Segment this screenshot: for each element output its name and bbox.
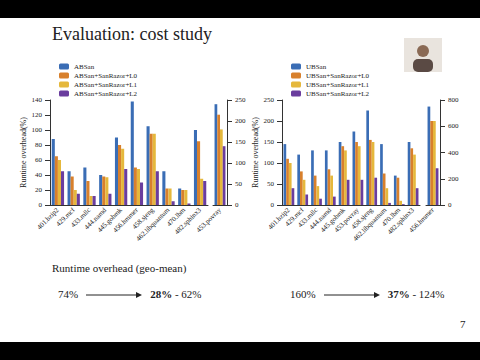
- svg-text:200: 200: [235, 117, 246, 125]
- svg-text:150: 150: [264, 138, 275, 146]
- svg-text:0: 0: [271, 201, 275, 209]
- svg-text:400: 400: [448, 149, 459, 157]
- svg-text:250: 250: [235, 96, 246, 104]
- html-text:Evaluation: cost study: Evaluation: cost study: [52, 24, 212, 44]
- html-text:74%: 74%: [58, 288, 79, 300]
- svg-text:ABSan+SanRazor+L0: ABSan+SanRazor+L0: [74, 72, 138, 80]
- svg-text:445.gobmk: 445.gobmk: [95, 206, 124, 235]
- svg-text:433.milc: 433.milc: [296, 206, 320, 230]
- svg-text:0: 0: [448, 201, 452, 209]
- html-text:37% - 124%: 37% - 124%: [387, 288, 445, 300]
- svg-text:0: 0: [39, 201, 43, 209]
- svg-text:458.sjeng: 458.sjeng: [349, 206, 375, 231]
- svg-text:482.sphinx3: 482.sphinx3: [173, 206, 203, 237]
- svg-text:120: 120: [32, 111, 43, 119]
- svg-text:470.lbm: 470.lbm: [380, 206, 403, 229]
- svg-text:401.bzip2: 401.bzip2: [266, 206, 292, 232]
- svg-text:ABSan+SanRazor+L1: ABSan+SanRazor+L1: [74, 81, 138, 89]
- svg-text:456.hmmer: 456.hmmer: [111, 206, 140, 235]
- svg-text:462.libquantum: 462.libquantum: [351, 206, 389, 243]
- svg-text:UBSan+SanRazor+L2: UBSan+SanRazor+L2: [306, 90, 370, 98]
- svg-text:UBSan: UBSan: [306, 63, 327, 71]
- svg-text:444.namd: 444.namd: [82, 206, 109, 232]
- svg-text:100: 100: [32, 126, 43, 134]
- svg-text:50: 50: [267, 180, 275, 188]
- svg-text:60: 60: [35, 156, 43, 164]
- svg-text:470.lbm: 470.lbm: [165, 206, 188, 229]
- svg-text:ABSan: ABSan: [74, 63, 95, 71]
- svg-text:445.gobmk: 445.gobmk: [318, 206, 347, 235]
- html-text:7: 7: [460, 318, 466, 330]
- svg-text:100: 100: [264, 159, 275, 167]
- svg-text:453.povray: 453.povray: [195, 206, 223, 234]
- svg-text:100: 100: [235, 159, 246, 167]
- svg-text:453.povray: 453.povray: [332, 206, 361, 235]
- svg-text:433.milc: 433.milc: [69, 206, 93, 230]
- svg-text:800: 800: [448, 96, 459, 104]
- svg-text:ABSan+SanRazor+L2: ABSan+SanRazor+L2: [74, 90, 138, 98]
- svg-text:429.mcf: 429.mcf: [54, 206, 77, 229]
- svg-text:482.sphinx3: 482.sphinx3: [386, 206, 416, 237]
- svg-text:UBSan+SanRazor+L0: UBSan+SanRazor+L0: [306, 72, 370, 80]
- html-text:Runtime overhead (geo-mean): Runtime overhead (geo-mean): [52, 262, 187, 274]
- svg-text:200: 200: [264, 117, 275, 125]
- svg-text:444.namd: 444.namd: [307, 206, 334, 232]
- svg-text:600: 600: [448, 122, 459, 130]
- svg-text:50: 50: [235, 180, 243, 188]
- svg-text:0: 0: [235, 201, 239, 209]
- svg-text:UBSan+SanRazor+L1: UBSan+SanRazor+L1: [306, 81, 370, 89]
- svg-text:80: 80: [35, 141, 43, 149]
- svg-text:Runtime overhead(%): Runtime overhead(%): [251, 117, 260, 188]
- html-text:28% - 62%: 28% - 62%: [150, 288, 202, 300]
- svg-text:150: 150: [235, 138, 246, 146]
- html-text:160%: 160%: [290, 288, 316, 300]
- svg-text:20: 20: [35, 186, 43, 194]
- svg-text:401.bzip2: 401.bzip2: [35, 206, 61, 232]
- svg-text:429.mcf: 429.mcf: [283, 206, 306, 229]
- svg-text:458.sjeng: 458.sjeng: [130, 206, 156, 231]
- svg-text:250: 250: [264, 96, 275, 104]
- svg-text:140: 140: [32, 96, 43, 104]
- svg-text:456.hmmer: 456.hmmer: [408, 206, 437, 235]
- svg-text:Runtime overhead(%): Runtime overhead(%): [19, 117, 28, 188]
- svg-text:462.libquantum: 462.libquantum: [134, 206, 172, 243]
- svg-text:200: 200: [448, 175, 459, 183]
- svg-text:40: 40: [35, 171, 43, 179]
